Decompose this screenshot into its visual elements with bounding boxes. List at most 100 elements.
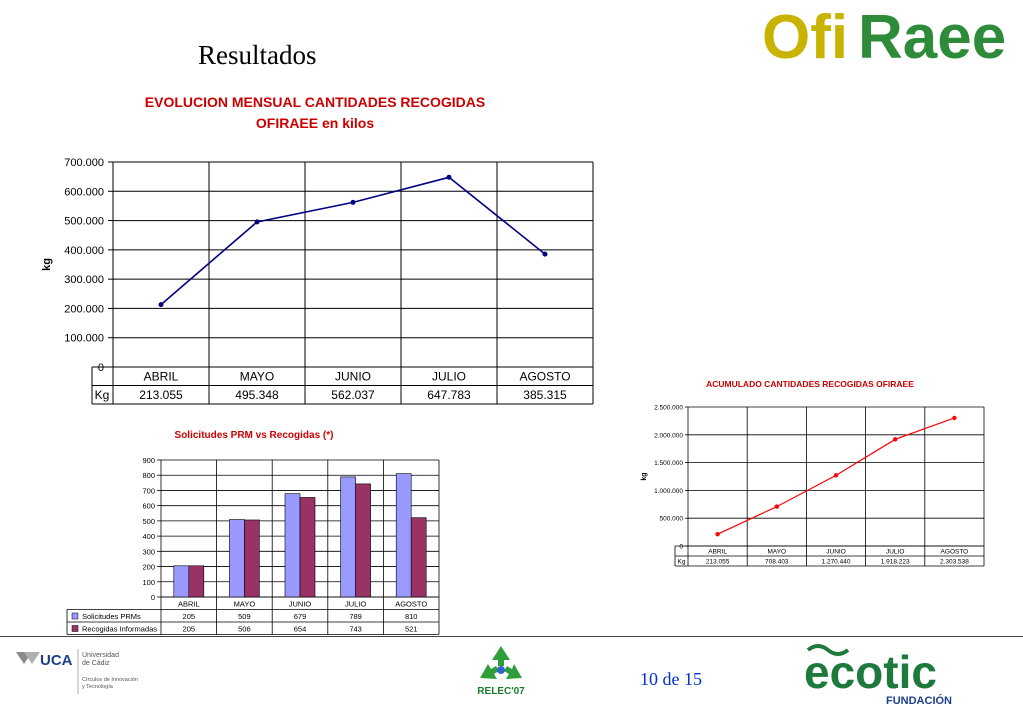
table-value: 213.055: [139, 388, 183, 402]
data-point: [446, 174, 452, 180]
category-label: AGOSTO: [519, 370, 570, 384]
series-line: [160, 176, 546, 306]
bar: [284, 493, 301, 598]
y-tick-label: 200: [142, 563, 155, 572]
table-value: 654: [294, 625, 307, 634]
table-value: 562.037: [331, 388, 375, 402]
legend-label: Recogidas Informadas: [82, 625, 157, 634]
data-point: [774, 504, 779, 509]
bar: [355, 483, 371, 598]
category-label: MAYO: [767, 549, 786, 556]
table-row-label: Kg: [95, 388, 110, 402]
y-tick-label: 800: [142, 471, 155, 480]
y-tick-label: 400.000: [64, 245, 104, 257]
relec-logo: RELEC'07: [477, 646, 525, 697]
y-tick-label: 2.500.000: [654, 405, 683, 412]
y-tick-label: 1.500.000: [654, 460, 683, 467]
bar: [395, 473, 412, 598]
y-tick-label: 1.000.000: [654, 488, 683, 495]
y-tick-label: 200.000: [64, 303, 104, 315]
uca-logo: UCA Universidad de Cádiz Círculos de Inn…: [16, 649, 138, 694]
ofiraee-logo: Ofi Raee: [762, 3, 1006, 66]
y-tick-label: 0: [98, 362, 104, 374]
data-point: [350, 199, 356, 205]
uca-logo-line1: Universidad: [82, 652, 119, 659]
data-point: [893, 437, 898, 442]
category-label: ABRIL: [178, 600, 200, 609]
footer-divider: [0, 636, 1023, 637]
category-label: MAYO: [240, 370, 274, 384]
table-value: 1.918.223: [881, 559, 910, 566]
bar: [173, 565, 190, 598]
uca-crest-icon: [16, 652, 40, 664]
y-tick-label: 600.000: [64, 186, 104, 198]
chart-title: EVOLUCION MENSUAL CANTIDADES RECOGIDAS: [145, 94, 485, 110]
table-value: 2.303.538: [940, 559, 969, 566]
monthly-evolution-chart: EVOLUCION MENSUAL CANTIDADES RECOGIDAS OF…: [41, 94, 594, 405]
table-value: 521: [405, 625, 418, 634]
category-label: JULIO: [886, 549, 904, 556]
table-value: 789: [349, 612, 362, 621]
table-value: 743: [349, 625, 362, 634]
slide-title: Resultados: [198, 40, 317, 70]
y-tick-label: 500.000: [660, 516, 684, 523]
table-value: 205: [183, 612, 196, 621]
chart-title: OFIRAEE en kilos: [256, 115, 374, 131]
y-tick-label: 100: [142, 578, 155, 587]
y-tick-label: 400: [142, 532, 155, 541]
table-row-label: Kg: [678, 559, 686, 566]
bar: [188, 565, 205, 598]
category-label: JUNIO: [335, 370, 371, 384]
table-value: 205: [183, 625, 196, 634]
y-tick-label: 0: [679, 544, 683, 551]
table-value: 647.783: [427, 388, 471, 402]
legend-label: Solicitudes PRMs: [82, 612, 141, 621]
y-tick-label: 700.000: [64, 157, 104, 169]
category-label: AGOSTO: [395, 600, 427, 609]
uca-logo-line4: y Tecnología: [82, 684, 114, 690]
y-tick-label: 300: [142, 547, 155, 556]
table-value: 506: [238, 625, 251, 634]
y-tick-label: 900: [142, 456, 155, 465]
category-label: MAYO: [234, 600, 256, 609]
category-label: JULIO: [345, 600, 366, 609]
y-tick-label: 500: [142, 517, 155, 526]
prm-vs-collections-chart: Solicitudes PRM vs Recogidas (*) 0 100 200 3…: [66, 430, 440, 635]
table-value: 708.403: [765, 559, 789, 566]
recycle-icon: [480, 646, 522, 679]
y-tick-label: 0: [151, 593, 155, 602]
bar: [229, 519, 245, 598]
y-tick-label: 100.000: [64, 333, 104, 345]
table-value: 509: [238, 612, 251, 621]
data-point: [715, 531, 720, 537]
category-label: ABRIL: [144, 370, 179, 384]
page-number: 10 de 15: [640, 669, 702, 689]
category-label: JULIO: [432, 370, 466, 384]
bar: [340, 476, 356, 598]
data-point: [158, 302, 164, 308]
uca-logo-brand: UCA: [40, 652, 73, 669]
relec-logo-text: RELEC'07: [477, 686, 525, 697]
category-label: ABRIL: [708, 549, 727, 556]
y-axis-label: kg: [641, 472, 648, 480]
y-tick-label: 500.000: [64, 216, 104, 228]
ofiraee-logo-part1: Ofi: [762, 3, 848, 66]
ecotic-tilde-icon: [806, 644, 850, 656]
table-value: 385.315: [523, 388, 567, 402]
ofiraee-logo-part2: Raee: [858, 3, 1006, 66]
bar: [299, 497, 316, 598]
uca-logo-line2: de Cádiz: [82, 660, 110, 667]
category-label: AGOSTO: [941, 549, 969, 556]
table-value: 810: [405, 612, 418, 621]
data-point: [542, 251, 548, 257]
table-value: 679: [294, 612, 307, 621]
data-point: [254, 219, 260, 225]
table-value: 495.348: [235, 388, 279, 402]
y-tick-label: 300.000: [64, 274, 104, 286]
data-point: [952, 415, 957, 421]
y-axis-label: kg: [41, 258, 53, 271]
bar: [244, 519, 260, 598]
ecotic-logo-sub: FUNDACIÓN: [886, 694, 952, 707]
uca-logo-line3: Círculos de Innovación: [82, 677, 138, 683]
chart-title: ACUMULADO CANTIDADES RECOGIDAS OFIRAEE: [706, 379, 914, 389]
